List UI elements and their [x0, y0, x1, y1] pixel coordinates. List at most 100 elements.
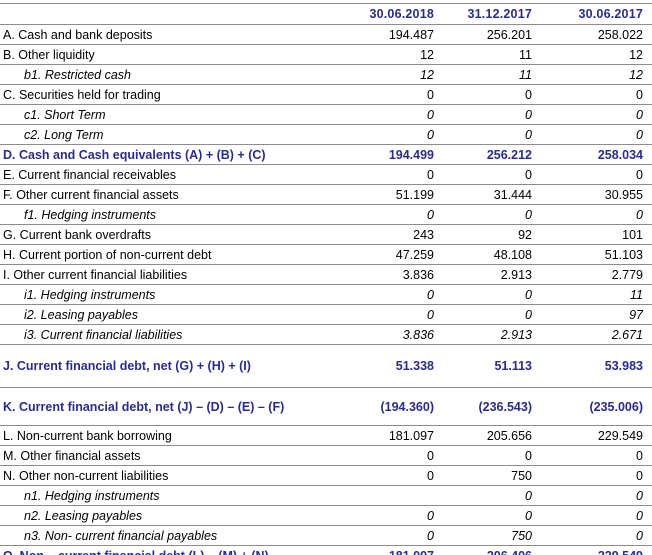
value-cell: 12: [420, 47, 434, 62]
value-cell: 97: [629, 307, 643, 322]
value-cell: 206.406: [443, 546, 541, 555]
value-cell: 53.983: [604, 359, 643, 373]
value-cell: 11: [519, 67, 532, 82]
value-cell: (194.360): [380, 399, 434, 414]
value-cell: 0: [636, 107, 643, 122]
row-label: M. Other financial assets: [3, 448, 141, 463]
value-cell: 101: [622, 227, 643, 242]
value-cell: 31.444: [493, 187, 532, 202]
value-cell: (236.543): [478, 399, 532, 414]
row-label: G. Current bank overdrafts: [3, 227, 151, 242]
value-cell: 0: [525, 488, 532, 503]
value-cell: 229.549: [597, 428, 643, 443]
table-row: B. Other liquidity 12 11 12: [0, 45, 652, 65]
table-row: N. Other non-current liabilities 0 750 0: [0, 466, 652, 486]
value-cell: 51.103: [604, 247, 643, 262]
net-financial-debt-table: 30.06.2018 31.12.2017 30.06.2017 A. Cash…: [0, 3, 652, 555]
value-cell: 0: [636, 508, 643, 523]
value-cell: 256.212: [486, 147, 532, 162]
table-row: i3. Current financial liabilities 3.836 2.…: [0, 325, 652, 345]
value-cell: 2.671: [611, 327, 643, 342]
table-row: n1. Hedging instruments 0 0: [0, 486, 652, 506]
value-cell: 0: [636, 528, 643, 543]
row-label: f1. Hedging instruments: [24, 207, 157, 222]
value-cell: 47.259: [395, 247, 434, 262]
table-row: c1. Short Term 0 0 0: [0, 105, 652, 125]
row-label: C. Securities held for trading: [3, 87, 161, 102]
value-cell: 2.779: [611, 267, 643, 282]
value-cell: (235.006): [589, 399, 643, 414]
row-label: B. Other liquidity: [3, 47, 95, 62]
value-cell: 0: [636, 167, 643, 182]
table-row: i2. Leasing payables 0 0 97: [0, 305, 652, 325]
value-cell: 92: [518, 227, 532, 242]
row-label: H. Current portion of non-current debt: [3, 247, 212, 262]
value-cell: 30.955: [604, 187, 643, 202]
value-cell: 0: [636, 207, 643, 222]
value-cell: [352, 486, 443, 506]
table-row: H. Current portion of non-current debt 47…: [0, 245, 652, 265]
value-cell: 243: [413, 227, 434, 242]
value-cell: 0: [427, 127, 434, 142]
value-cell: 0: [427, 448, 434, 463]
value-cell: 258.022: [597, 27, 643, 42]
table-row: C. Securities held for trading 0 0 0: [0, 85, 652, 105]
value-cell: 0: [427, 468, 434, 483]
table-row: J. Current financial debt, net (G) + (H)…: [0, 345, 652, 388]
value-cell: 181.097: [388, 428, 434, 443]
value-cell: 48.108: [493, 247, 532, 262]
value-cell: 750: [511, 528, 532, 543]
value-cell: 0: [525, 508, 532, 523]
value-cell: 51.199: [395, 187, 434, 202]
table-row: n2. Leasing payables 0 0 0: [0, 506, 652, 526]
table-row: F. Other current financial assets 51.199 3…: [0, 185, 652, 205]
value-cell: 229.549: [541, 546, 652, 555]
row-label: c1. Short Term: [24, 107, 106, 122]
table-row: n3. Non- current financial payables 0 750 0: [0, 526, 652, 546]
value-cell: 258.034: [597, 147, 643, 162]
value-cell: 194.487: [388, 27, 434, 42]
value-cell: 0: [525, 207, 532, 222]
row-label: c2. Long Term: [24, 127, 104, 142]
row-label: i1. Hedging instruments: [24, 287, 156, 302]
value-cell: 0: [427, 528, 434, 543]
value-cell: 0: [427, 207, 434, 222]
value-cell: 0: [636, 87, 643, 102]
table-row: c2. Long Term 0 0 0: [0, 125, 652, 145]
row-label: A. Cash and bank deposits: [3, 27, 153, 42]
table-row: i1. Hedging instruments 0 0 11: [0, 285, 652, 305]
value-cell: 3.836: [402, 267, 434, 282]
row-label: N. Other non-current liabilities: [3, 468, 169, 483]
column-header: 30.06.2017: [578, 7, 643, 21]
value-cell: 12: [629, 67, 643, 82]
row-label: E. Current financial receivables: [3, 167, 176, 182]
value-cell: 0: [636, 488, 643, 503]
value-cell: 0: [427, 87, 434, 102]
value-cell: 51.338: [395, 359, 434, 373]
value-cell: 0: [525, 287, 532, 302]
row-label: L. Non-current bank borrowing: [3, 428, 172, 443]
value-cell: 256.201: [486, 27, 532, 42]
value-cell: 11: [519, 47, 532, 62]
value-cell: 2.913: [500, 267, 532, 282]
row-label: O. Non – current financial debt (L) – (M…: [0, 546, 352, 555]
table-row: G. Current bank overdrafts 243 92 101: [0, 225, 652, 245]
value-cell: 0: [427, 307, 434, 322]
header-empty-cell: [0, 4, 352, 25]
value-cell: 12: [629, 47, 643, 62]
row-label: D. Cash and Cash equivalents (A) + (B) +…: [3, 147, 266, 162]
table-row: I. Other current financial liabilities 3.…: [0, 265, 652, 285]
header-row: 30.06.2018 31.12.2017 30.06.2017: [0, 4, 652, 25]
table-row: O. Non – current financial debt (L) – (M…: [0, 546, 652, 555]
row-label: n1. Hedging instruments: [24, 488, 160, 503]
value-cell: 0: [636, 468, 643, 483]
value-cell: 181.097: [352, 546, 443, 555]
table-row: D. Cash and Cash equivalents (A) + (B) +…: [0, 145, 652, 165]
row-label: n2. Leasing payables: [24, 508, 143, 523]
value-cell: 2.913: [500, 327, 532, 342]
table-row: M. Other financial assets 0 0 0: [0, 446, 652, 466]
value-cell: 3.836: [402, 327, 434, 342]
row-label: i3. Current financial liabilities: [24, 327, 183, 342]
value-cell: 0: [427, 167, 434, 182]
